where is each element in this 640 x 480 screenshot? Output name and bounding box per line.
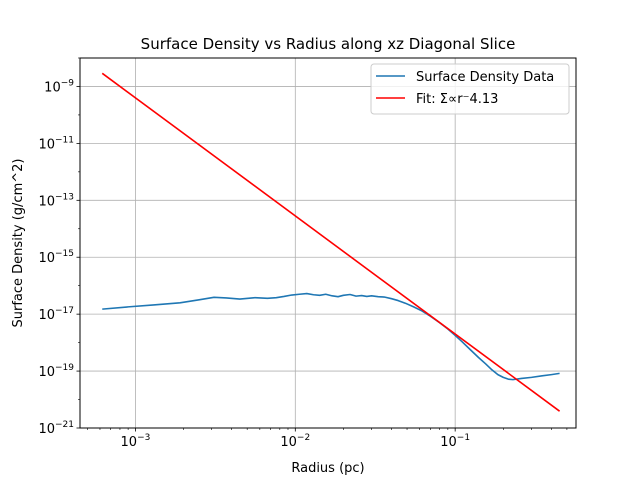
x-axis-ticks: 10−3 10−2 10−1: [87, 428, 568, 450]
legend-label-fit: Fit: Σ∝r⁻4.13: [416, 92, 498, 107]
chart-title: Surface Density vs Radius along xz Diago…: [141, 35, 516, 53]
plot-series-group: [101, 72, 561, 412]
plot-frame: [79, 57, 577, 429]
y-tick-label: 10−21: [38, 420, 74, 437]
series-line-fit: [101, 72, 561, 412]
legend-label-surface-density: Surface Density Data: [416, 70, 554, 85]
series-line-surface-density: [102, 292, 560, 381]
x-tick-label: 10−3: [121, 433, 151, 450]
y-tick-label: 10−13: [38, 192, 74, 209]
y-axis-title: Surface Density (g/cm^2): [11, 159, 26, 328]
legend: Surface Density Data Fit: Σ∝r⁻4.13: [370, 63, 570, 115]
x-tick-label: 10−2: [280, 433, 310, 450]
x-axis-title: Radius (pc): [291, 461, 364, 476]
legend-box: [370, 63, 570, 115]
y-axis-ticks: 10−21 10−19 10−17 10−15 10−13 10−11 10−9: [38, 57, 80, 437]
y-tick-label: 10−9: [44, 78, 74, 95]
x-tick-label: 10−1: [440, 433, 470, 450]
y-tick-label: 10−17: [38, 306, 74, 323]
y-tick-label: 10−15: [38, 249, 74, 266]
y-tick-label: 10−19: [38, 363, 74, 380]
y-tick-label: 10−11: [38, 135, 74, 152]
